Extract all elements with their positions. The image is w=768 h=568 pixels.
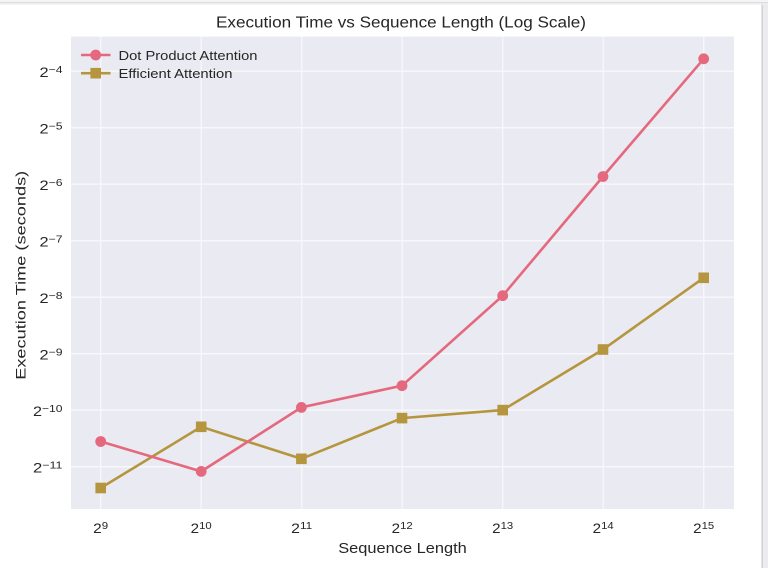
svg-text:Sequence Length: Sequence Length	[338, 541, 467, 557]
svg-text:Efficient Attention: Efficient Attention	[119, 66, 233, 81]
svg-text:Dot Product Attention: Dot Product Attention	[119, 48, 258, 63]
svg-text:Execution Time vs Sequence Len: Execution Time vs Sequence Length (Log S…	[216, 15, 586, 32]
svg-text:Execution Time (seconds): Execution Time (seconds)	[14, 171, 29, 380]
